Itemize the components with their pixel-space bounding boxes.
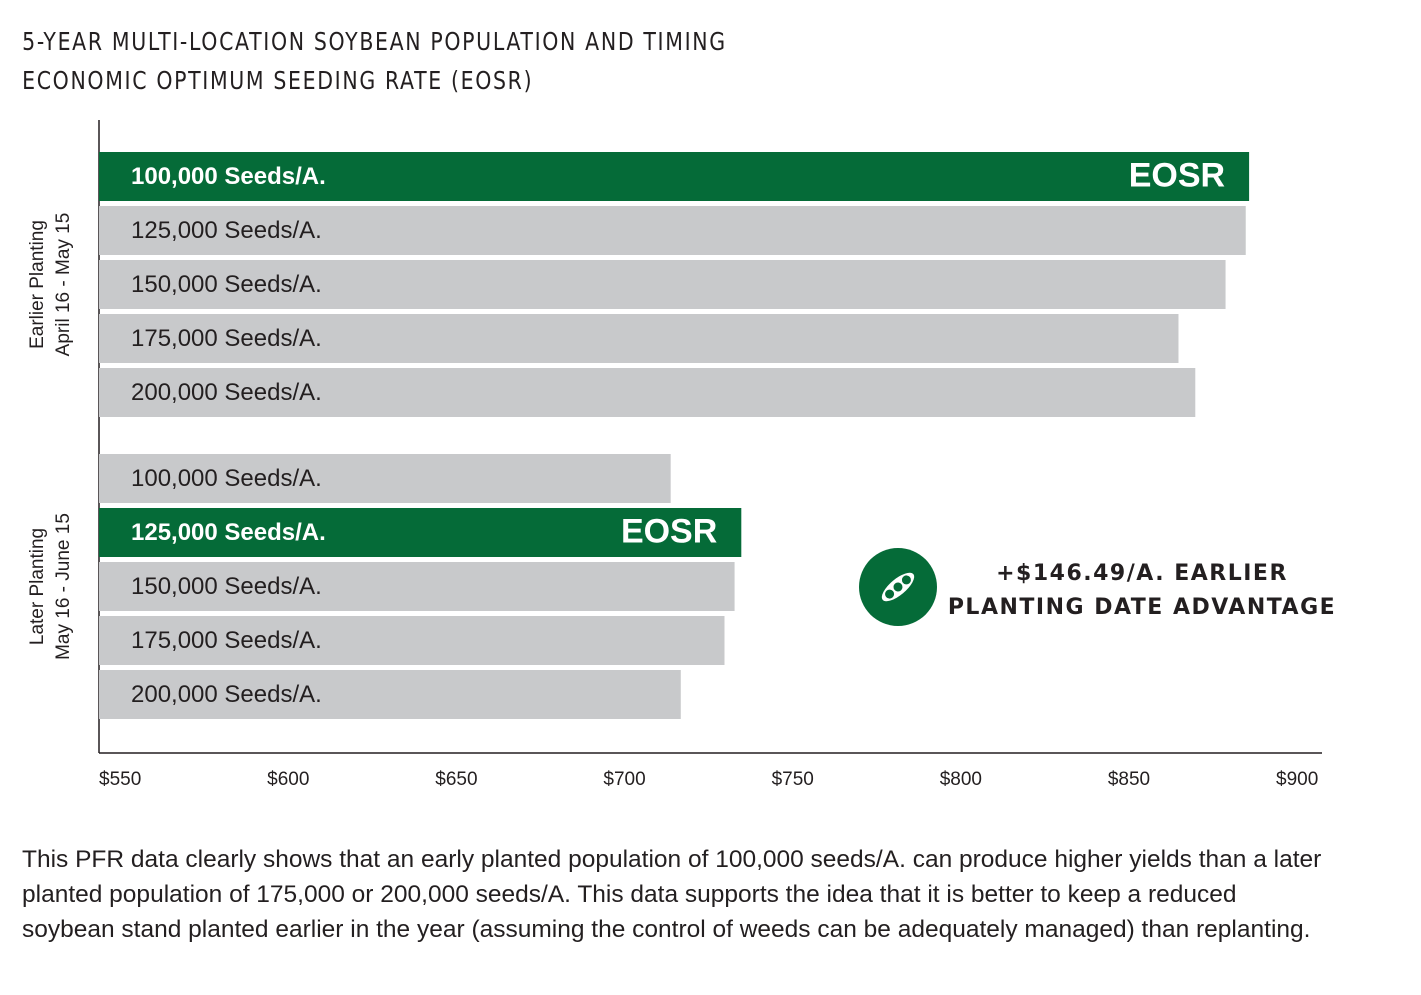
chart-title: ECONOMIC OPTIMUM SEEDING RATE (EOSR) (22, 67, 533, 95)
x-tick-label: $850 (1108, 769, 1150, 790)
bar-label: 175,000 Seeds/A. (131, 627, 322, 654)
bar (99, 152, 1250, 201)
bar (99, 260, 1226, 309)
annotation: PLANTING DATE ADVANTAGE (948, 595, 1336, 620)
bar-label: 125,000 Seeds/A. (131, 519, 326, 546)
bar-label: 100,000 Seeds/A. (131, 163, 326, 190)
x-tick-label: $750 (772, 769, 814, 790)
bar-label: 125,000 Seeds/A. (131, 217, 322, 244)
x-tick-label: $700 (603, 769, 645, 790)
bar (99, 454, 671, 503)
group-label: May 16 - June 15 (53, 513, 74, 660)
eosr-label: EOSR (621, 512, 717, 550)
eosr-label: EOSR (1129, 156, 1225, 194)
bar (99, 368, 1196, 417)
x-tick-label: $800 (940, 769, 982, 790)
footnote: This PFR data clearly shows that an earl… (22, 846, 1322, 943)
group-label: Earlier Planting (27, 220, 48, 349)
group-label: April 16 - May 15 (53, 213, 74, 357)
soybean-icon (881, 572, 915, 602)
x-tick-label: $900 (1276, 769, 1318, 790)
x-tick-label: $550 (99, 769, 141, 790)
bar-label: 200,000 Seeds/A. (131, 379, 322, 406)
group-label: Later Planting (27, 528, 48, 645)
bar (99, 670, 681, 719)
bar-label: 175,000 Seeds/A. (131, 325, 322, 352)
bar (99, 562, 735, 611)
bar-label: 100,000 Seeds/A. (131, 465, 322, 492)
bar (99, 616, 725, 665)
bar (99, 508, 742, 557)
bar (99, 206, 1246, 255)
bar-label: 200,000 Seeds/A. (131, 681, 322, 708)
x-tick-label: $650 (435, 769, 477, 790)
chart-title: 5-YEAR MULTI-LOCATION SOYBEAN POPULATION… (22, 28, 727, 56)
annotation: +$146.49/A. EARLIER (996, 561, 1288, 586)
x-tick-label: $600 (267, 769, 309, 790)
bar-label: 150,000 Seeds/A. (131, 573, 322, 600)
bar-label: 150,000 Seeds/A. (131, 271, 322, 298)
bar (99, 314, 1179, 363)
